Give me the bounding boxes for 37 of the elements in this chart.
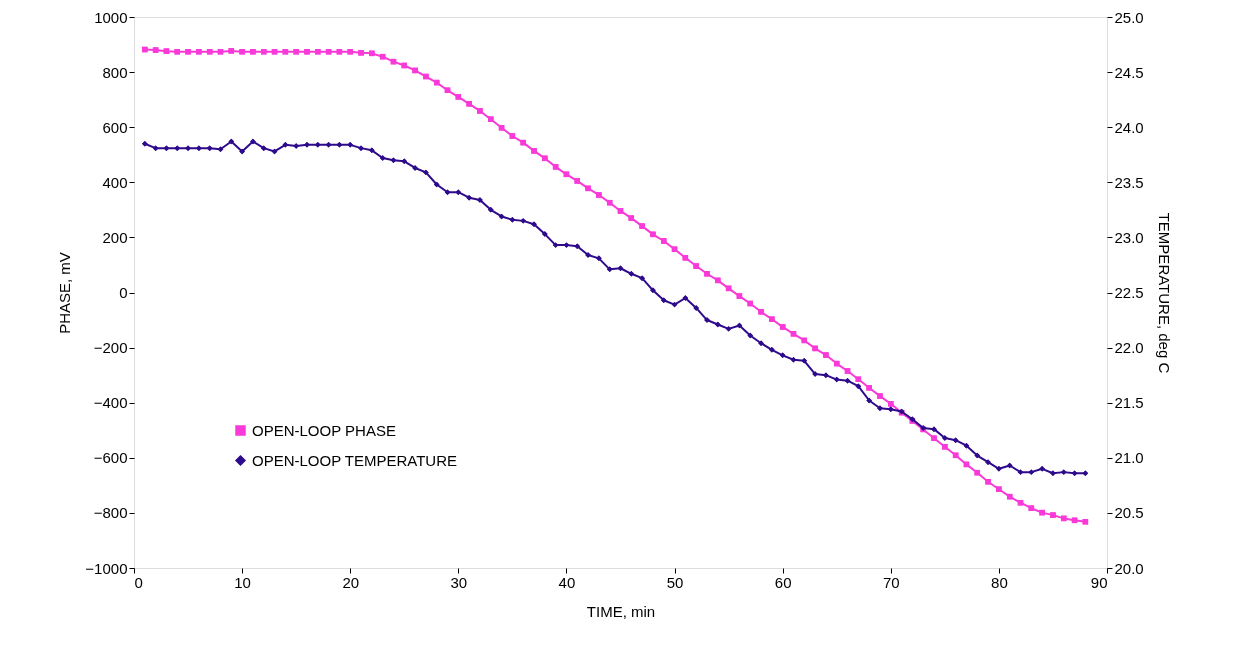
x-tick-label: 70 <box>882 573 900 591</box>
y-tick-label: 0 <box>119 284 128 301</box>
x-tick-label: 60 <box>774 573 792 591</box>
y2-axis-title: TEMPERATURE, deg C <box>1155 212 1173 374</box>
y2-tick-label: 25.0 <box>1114 8 1144 26</box>
y2-tick-label: 23.5 <box>1114 173 1144 191</box>
y2-tick-label: 20.0 <box>1114 559 1144 577</box>
y-tick-label: 1000 <box>94 8 128 26</box>
x-axis-title: TIME, min <box>586 602 656 620</box>
x-tick-label: 80 <box>991 573 1008 591</box>
legend-label: OPEN-LOOP TEMPERATURE <box>252 451 458 469</box>
legend-label: OPEN-LOOP PHASE <box>252 421 396 439</box>
y2-tick-label: 24.5 <box>1114 63 1144 81</box>
y-tick-label: 800 <box>102 63 128 81</box>
y2-tick-label: 22.5 <box>1114 284 1144 301</box>
y2-tick-label: 20.5 <box>1114 504 1144 522</box>
y-axis-title: PHASE, mV <box>56 252 74 334</box>
x-tick-label: 20 <box>342 573 360 591</box>
y-tick-label: −1000 <box>85 559 128 577</box>
x-tick-label: 40 <box>558 573 576 591</box>
y-tick-label: 600 <box>102 118 128 136</box>
y-tick-label: 400 <box>102 173 128 191</box>
y-tick-label: 200 <box>102 228 128 246</box>
x-tick-label: 10 <box>234 573 251 591</box>
x-tick-label: 90 <box>1090 573 1108 591</box>
y-tick-label: −200 <box>93 339 128 357</box>
y2-tick-label: 21.5 <box>1114 394 1144 412</box>
x-tick-label: 30 <box>450 573 468 591</box>
y-tick-label: −400 <box>93 394 128 412</box>
x-tick-label: 0 <box>134 573 143 591</box>
y-tick-label: −800 <box>93 504 128 522</box>
y2-tick-label: 22.0 <box>1114 339 1144 357</box>
y2-tick-label: 24.0 <box>1114 118 1144 136</box>
y-tick-label: −600 <box>93 449 128 467</box>
y2-tick-label: 23.0 <box>1114 228 1144 246</box>
x-tick-label: 50 <box>666 573 684 591</box>
y2-tick-label: 21.0 <box>1114 449 1144 467</box>
